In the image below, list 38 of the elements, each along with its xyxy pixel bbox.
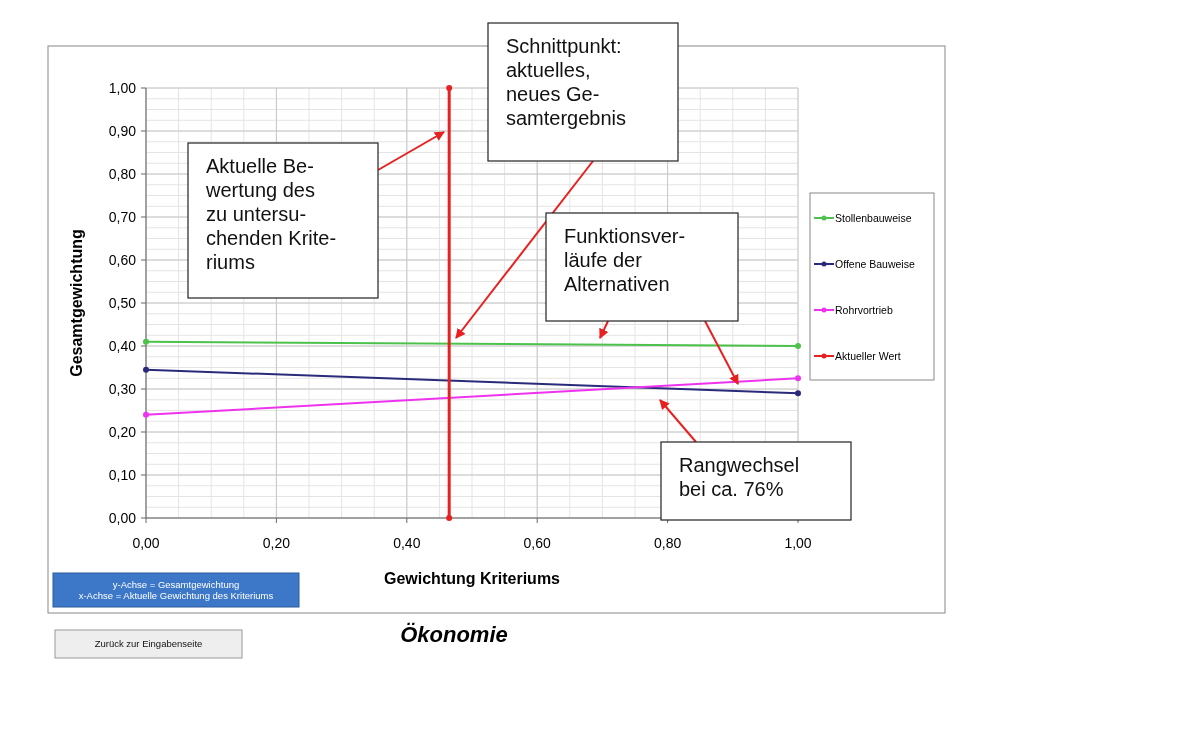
x-tick-label: 0,80: [653, 535, 682, 551]
point: [143, 366, 149, 373]
x-tick-label: 0,00: [132, 535, 160, 551]
annotation: Schnittpunkt: aktuelles, neues Ge- samtergebnis: [506, 35, 627, 129]
text: Zurück zur Eingabenseite: [94, 638, 203, 650]
y-axis-title: Gesamtgewichtung: [68, 229, 85, 377]
y-tick-label: 0,40: [108, 338, 137, 354]
x-tick-label: 0,20: [262, 535, 291, 551]
y-tick-label: 0,00: [108, 510, 137, 526]
point: [795, 390, 801, 397]
y-tick-label: 0,10: [108, 467, 137, 483]
point: [795, 343, 801, 349]
point: [446, 85, 453, 91]
x-tick-label: 0,40: [393, 535, 421, 551]
text: y-Achse = Gesamtgewichtung x-Achse = Aktuelle Gewichtung des Kriteriums: [78, 578, 274, 602]
legend-label: Aktueller Wert: [835, 350, 901, 362]
text: Ökonomie: [400, 622, 508, 647]
y-tick-label: 0,90: [108, 123, 137, 139]
annotation: Aktuelle Be- wertung des zu untersu- chenden Krite- riums: [205, 155, 337, 273]
point: [143, 338, 149, 345]
y-tick-label: 0,30: [108, 381, 137, 397]
y-tick-label: 0,50: [108, 295, 137, 311]
y-tick-label: 0,70: [108, 209, 137, 225]
point: [795, 375, 801, 382]
annotation: Rangwechsel bei ca. 76%: [679, 454, 800, 500]
x-tick-label: 0,60: [523, 535, 552, 551]
annotation: Funktionsver- läufe der Alternativen: [564, 225, 686, 295]
point: [143, 411, 149, 418]
x-tick-label: 1,00: [784, 535, 812, 551]
legend-label: Offene Bauweise: [835, 258, 915, 270]
y-tick-label: 0,60: [108, 252, 137, 268]
legend-label: Stollenbauweise: [835, 212, 912, 224]
x-axis-title: Gewichtung Kriteriums: [383, 570, 561, 587]
y-tick-label: 0,80: [108, 166, 137, 182]
point: [446, 515, 453, 521]
y-tick-label: 0,20: [108, 424, 137, 440]
legend-label: Rohrvortrieb: [835, 304, 893, 316]
y-tick-label: 1,00: [108, 80, 137, 96]
